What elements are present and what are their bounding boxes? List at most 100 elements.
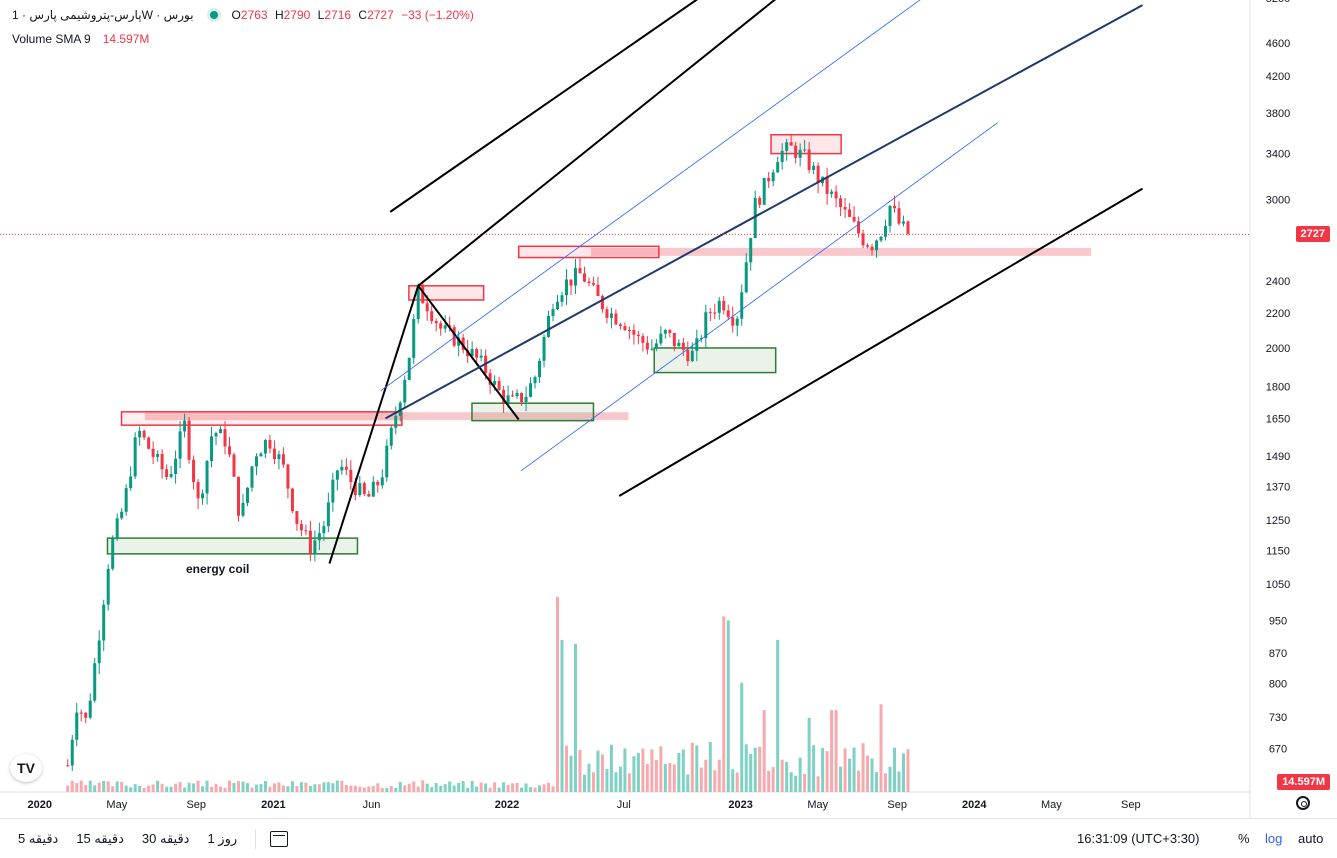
timeframe-30m[interactable]: 30 دقیقه <box>141 830 190 846</box>
volume-bar <box>407 783 411 792</box>
volume-bar <box>335 780 339 792</box>
candle-body <box>668 330 672 333</box>
candle-body <box>879 236 883 241</box>
volume-bar <box>897 771 901 792</box>
candle-body <box>825 176 829 194</box>
x-tick-label: May <box>106 799 127 811</box>
timeframe-5m[interactable]: 5 دقیقه <box>18 830 59 846</box>
volume-bar <box>210 786 214 792</box>
volume-bar <box>722 616 726 792</box>
support-band <box>591 247 1092 256</box>
volume-bar <box>475 786 479 792</box>
volume-bar <box>551 786 555 792</box>
candle-body <box>416 284 420 319</box>
volume-bar <box>789 772 793 792</box>
candle-body <box>219 429 223 434</box>
volume-bar <box>744 744 748 792</box>
candle-body <box>120 511 124 519</box>
candle-body <box>839 198 843 208</box>
candle-body <box>138 430 142 438</box>
volume-bar <box>641 748 645 792</box>
candle-body <box>344 466 348 470</box>
candle-body <box>250 466 254 488</box>
volume-bar <box>542 784 546 792</box>
settings-gear-icon[interactable] <box>1296 796 1310 810</box>
candle-body <box>636 334 640 337</box>
candle-body <box>699 338 703 340</box>
volume-bar <box>236 781 240 792</box>
volume-bar <box>313 784 317 792</box>
volume-bar <box>120 781 124 792</box>
volume-bar <box>753 747 757 792</box>
volume-bar <box>888 766 892 792</box>
clock-readout[interactable]: 16:31:09 (UTC+3:30) <box>1077 831 1200 846</box>
volume-bar <box>151 784 155 792</box>
volume-bar <box>870 758 874 792</box>
y-tick-label: 2400 <box>1266 276 1290 288</box>
candle-body <box>93 663 97 701</box>
volume-bar <box>749 753 753 792</box>
candle-body <box>618 324 622 327</box>
symbol-legend[interactable]: پارس-پتروشیمی پارس · 1W · بورس O2763 H27… <box>12 8 474 22</box>
support-zone <box>471 402 595 422</box>
volume-bar <box>434 783 438 792</box>
candle-body <box>857 221 861 234</box>
y-tick-label: 1250 <box>1266 515 1290 527</box>
calendar-icon[interactable] <box>270 830 289 847</box>
candle-body <box>488 373 492 385</box>
log-toggle[interactable]: log <box>1265 831 1283 846</box>
candle-body <box>268 440 272 449</box>
volume-bar <box>672 764 676 792</box>
candle-body <box>160 453 164 470</box>
volume-bar <box>192 783 196 792</box>
candle-body <box>421 284 425 304</box>
symbol-name[interactable]: پارس-پتروشیمی پارس · 1W · بورس <box>12 8 194 22</box>
volume-legend[interactable]: Volume SMA 9 14.597M <box>12 32 149 46</box>
candle-body <box>591 283 595 285</box>
volume-bar <box>138 785 142 792</box>
candle-body <box>457 337 461 346</box>
volume-bar <box>169 786 173 792</box>
volume-bar <box>344 784 348 792</box>
volume-bar <box>403 785 407 792</box>
volume-bar <box>380 788 384 792</box>
candle-body <box>111 538 115 569</box>
candle-body <box>169 474 173 478</box>
volume-bar <box>506 784 510 792</box>
volume-bar <box>654 759 658 792</box>
x-tick-label: Sep <box>887 799 907 811</box>
volume-bar <box>183 787 187 792</box>
y-tick-label: 1370 <box>1266 482 1290 494</box>
volume-bar <box>785 762 789 792</box>
volume-bar <box>340 780 344 792</box>
candle-body <box>290 488 294 512</box>
volume-bar <box>573 643 577 792</box>
candle-body <box>767 177 771 182</box>
volume-bar <box>695 745 699 792</box>
candle-body <box>286 464 290 489</box>
volume-bar <box>259 784 263 792</box>
volume-bar <box>821 748 825 792</box>
percent-toggle[interactable]: % <box>1238 831 1250 846</box>
timeframe-15m[interactable]: 15 دقیقه <box>76 830 124 846</box>
volume-bar <box>538 785 542 792</box>
volume-bar <box>681 749 685 792</box>
volume-bar <box>843 748 847 792</box>
volume-bar <box>84 785 88 792</box>
tradingview-logo[interactable]: TV <box>10 754 42 782</box>
volume-bar <box>686 774 690 792</box>
auto-toggle[interactable]: auto <box>1298 831 1324 846</box>
resistance-zone <box>120 411 403 426</box>
volume-bar <box>461 780 465 792</box>
volume-indicator-name[interactable]: Volume SMA 9 <box>12 32 91 46</box>
volume-bar <box>803 773 807 792</box>
candle-body <box>708 312 712 314</box>
candle-body <box>277 454 281 460</box>
candle-body <box>106 568 110 605</box>
candle-body <box>547 316 551 337</box>
candle-body <box>236 476 240 516</box>
candle-body <box>434 321 438 324</box>
volume-bar <box>834 710 838 792</box>
timeframe-1d[interactable]: 1 روز <box>207 830 238 846</box>
